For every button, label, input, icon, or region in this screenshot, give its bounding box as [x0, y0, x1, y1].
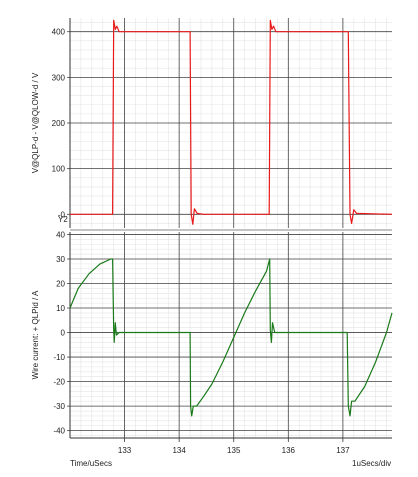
voltage-panel: 400 300 200 100 -0 V@QLP-d - V@QLOW-d / V Y2 [31, 18, 393, 231]
y-tick-label: -20 [53, 378, 65, 387]
series-line [70, 19, 393, 225]
time-axis: 133 134 135 136 137 [70, 437, 392, 455]
y-tick-label: 100 [52, 165, 66, 174]
y-axis-label: V@QLP-d - V@QLOW-d / V [31, 72, 40, 173]
x-tick-label: 133 [118, 446, 132, 455]
x-tick-label: 136 [282, 446, 296, 455]
y-tick-label: 30 [56, 255, 65, 264]
current-panel: 40 30 20 10 0 -10 -20 -30 -40 Wire current: + QLP… [31, 230, 393, 438]
x-tick-label: 134 [172, 446, 186, 455]
y-tick-label: 400 [52, 28, 66, 37]
y-tick-label: -40 [53, 427, 65, 436]
y-axis-label: Wire current: + QLPid / A [31, 290, 40, 379]
y-tick-label: -0 [58, 210, 66, 219]
time-scale-label: 1uSecs/div [352, 459, 391, 468]
y-tick-label: 10 [56, 304, 65, 313]
x-tick-label: 135 [227, 446, 241, 455]
y-tick-label: 300 [52, 73, 66, 82]
y-tick-label: 0 [61, 329, 66, 338]
y-tick-label: 40 [56, 230, 65, 239]
y-tick-label: -30 [53, 402, 65, 411]
y-tick-label: 200 [52, 119, 66, 128]
y-tick-label: 20 [56, 280, 65, 289]
series-line [69, 258, 393, 417]
x-axis-label: Time/uSecs [70, 459, 112, 468]
corner-label: Y2 [58, 215, 68, 224]
y-tick-label: -10 [53, 353, 65, 362]
x-tick-label: 137 [336, 446, 350, 455]
